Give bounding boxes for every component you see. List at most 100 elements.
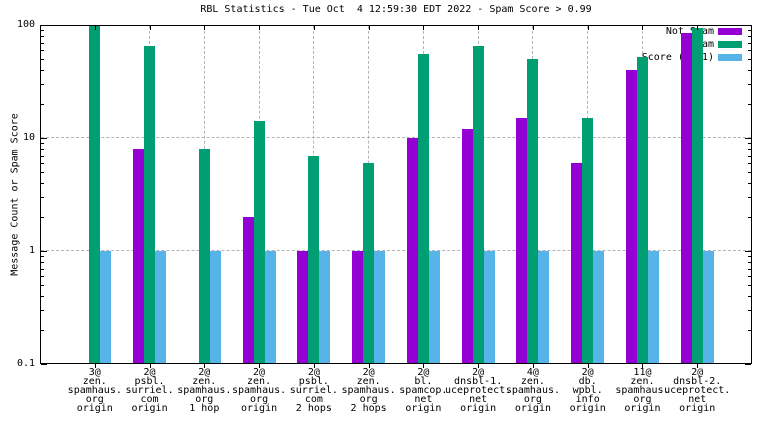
bar-spam-4 xyxy=(308,155,320,364)
y-tick-right xyxy=(748,197,751,199)
bar-score-0-1--0 xyxy=(100,251,112,364)
x-tick-bottom-10 xyxy=(642,364,644,368)
y-tick-left xyxy=(41,103,44,105)
bar-not-spam-1 xyxy=(133,148,145,364)
x-tick-bottom-1 xyxy=(149,364,151,368)
legend-swatch-2 xyxy=(718,54,742,61)
y-tick-right xyxy=(748,261,751,263)
x-category-line: 1 hop xyxy=(189,403,220,414)
x-category-line: surriel. xyxy=(125,385,174,396)
y-tick-left xyxy=(41,295,44,297)
x-category-line: 4@ xyxy=(526,367,539,378)
x-category-label-5: 2@ zen. spamhaus. org 2 hops xyxy=(329,367,409,414)
y-tick-left xyxy=(41,216,44,218)
y-tick-right xyxy=(748,59,751,61)
bar-not-spam-3 xyxy=(242,216,254,364)
y-tick-left xyxy=(41,197,44,199)
y-tick-right xyxy=(748,329,751,331)
y-tick-left xyxy=(41,155,44,157)
y-tick-left xyxy=(41,148,44,150)
bar-spam-5 xyxy=(363,163,375,364)
x-category-line: origin xyxy=(405,403,442,414)
y-tick-right xyxy=(748,216,751,218)
x-category-line: spamcop. xyxy=(399,385,448,396)
x-category-line: com xyxy=(140,394,159,405)
x-tick-top-9 xyxy=(587,26,589,30)
bar-spam-3 xyxy=(253,121,265,364)
x-category-line: org xyxy=(523,394,542,405)
gridline-y-10 xyxy=(41,137,751,138)
y-tick-left xyxy=(41,261,44,263)
x-tick-bottom-0 xyxy=(94,364,96,368)
y-tick-left xyxy=(41,364,47,365)
bar-score-0-1--3 xyxy=(264,251,276,364)
y-tick-label-1: 1 xyxy=(28,245,35,256)
x-tick-top-3 xyxy=(259,26,261,30)
y-tick-right xyxy=(748,30,751,32)
x-category-line: origin xyxy=(679,403,716,414)
x-category-line: spamhaus. xyxy=(177,385,232,396)
x-tick-bottom-5 xyxy=(368,364,370,368)
x-tick-bottom-9 xyxy=(587,364,589,368)
y-tick-right xyxy=(748,143,751,145)
x-tick-bottom-3 xyxy=(259,364,261,368)
y-tick-right xyxy=(748,163,751,165)
bar-spam-1 xyxy=(144,46,156,364)
y-tick-right xyxy=(745,364,751,365)
x-tick-bottom-11 xyxy=(697,364,699,368)
bar-spam-10 xyxy=(636,57,648,364)
x-category-line: uceprotect. xyxy=(445,385,512,396)
legend-swatch-0 xyxy=(718,28,742,35)
x-category-line: origin xyxy=(131,403,168,414)
bar-not-spam-9 xyxy=(571,163,583,364)
bar-spam-8 xyxy=(527,59,539,364)
x-category-line: org xyxy=(195,394,214,405)
bar-spam-7 xyxy=(472,46,484,364)
x-category-line: spamhaus. xyxy=(505,385,561,396)
bar-not-spam-5 xyxy=(352,251,364,364)
x-category-line: zen. xyxy=(192,376,217,387)
legend-label-2: Score (0..1) xyxy=(641,52,714,63)
x-category-line: 2 hops xyxy=(350,403,387,414)
x-tick-top-4 xyxy=(313,26,315,30)
bar-not-spam-11 xyxy=(680,32,692,364)
x-tick-top-1 xyxy=(149,26,151,30)
x-tick-top-0 xyxy=(94,26,96,30)
y-tick-left xyxy=(41,268,44,270)
x-category-label-11: 2@ dnsbl-2. uceprotect. net origin xyxy=(657,368,737,414)
bar-score-0-1--9 xyxy=(593,251,605,364)
x-tick-top-8 xyxy=(532,26,534,30)
y-tick-left xyxy=(41,256,44,258)
x-tick-top-7 xyxy=(478,26,480,30)
y-tick-right xyxy=(748,172,751,174)
x-category-line: 2@ xyxy=(362,367,375,378)
y-tick-left xyxy=(41,143,44,145)
bar-spam-6 xyxy=(417,54,429,364)
y-tick-left xyxy=(41,138,47,139)
x-category-line: dnsbl-1. xyxy=(454,376,503,387)
x-tick-top-5 xyxy=(368,26,370,30)
y-tick-left xyxy=(41,251,47,252)
x-tick-top-11 xyxy=(697,26,699,30)
x-category-line: 2@ xyxy=(253,367,266,378)
x-category-label-4: 2@ psbl. surriel. com 2 hops xyxy=(274,367,354,414)
x-category-line: 2@ xyxy=(417,367,430,378)
y-tick-right xyxy=(745,138,751,139)
x-category-label-10: 11@ zen. spamhaus. org origin xyxy=(602,368,682,414)
x-category-label-7: 2@ dnsbl-1. uceprotect. net origin xyxy=(438,368,518,414)
bar-not-spam-6 xyxy=(406,138,418,364)
x-category-label-6: 2@ bl. spamcop. net origin xyxy=(383,367,463,414)
x-category-line: uceprotect. xyxy=(664,385,731,396)
y-tick-right xyxy=(748,295,751,297)
y-tick-right xyxy=(748,103,751,105)
y-tick-left xyxy=(41,59,44,61)
x-tick-top-10 xyxy=(642,26,644,30)
y-tick-left xyxy=(41,163,44,165)
y-tick-left xyxy=(41,329,44,331)
y-tick-left xyxy=(41,50,44,52)
x-category-line: 2@ xyxy=(307,367,320,378)
x-category-line: org xyxy=(85,394,104,405)
y-tick-right xyxy=(748,310,751,312)
bar-score-0-1--11 xyxy=(702,251,714,364)
